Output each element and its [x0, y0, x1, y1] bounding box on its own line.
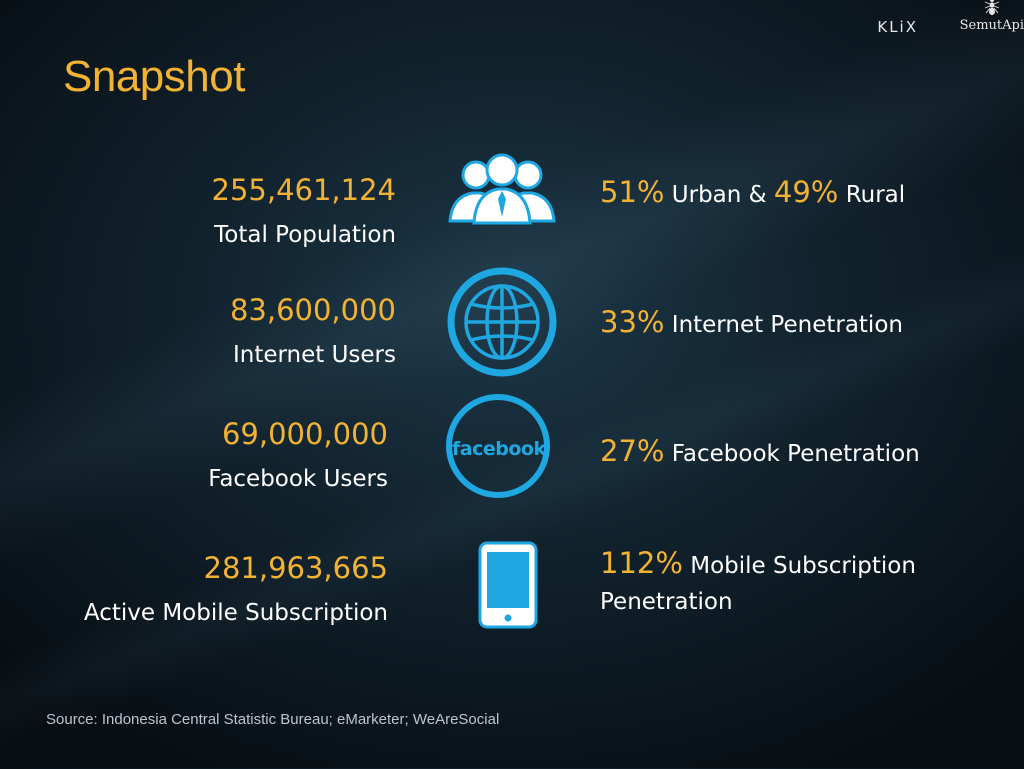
source-note: Source: Indonesia Central Statistic Bure… [46, 711, 500, 728]
facebook-percent: 27% [600, 434, 665, 468]
total-population-value: 255,461,124 [211, 173, 397, 207]
page-title: Snapshot [63, 52, 245, 101]
facebook-penetration-stat: 27% Facebook Penetration [600, 435, 920, 470]
globe-icon [447, 267, 557, 377]
klix-logo: KLiX [877, 18, 918, 36]
mobile-penetration-text-2: Penetration [600, 589, 733, 615]
rural-percent: 49% [773, 175, 839, 209]
internet-penetration-text: Internet Penetration [671, 312, 903, 338]
rural-text: Rural [845, 182, 906, 208]
facebook-icon: facebook [446, 394, 550, 498]
mobile-percent: 112% [600, 546, 683, 580]
ant-icon [984, 0, 1000, 16]
facebook-penetration-text: Facebook Penetration [671, 441, 920, 467]
mobile-penetration-text: Mobile Subscription [690, 553, 916, 579]
internet-users-label: Internet Users [232, 342, 396, 368]
urban-text: Urban & [671, 182, 767, 208]
urban-percent: 51% [600, 175, 665, 209]
internet-penetration-stat: 33% Internet Penetration [600, 306, 903, 341]
semutapi-logo: SemutApi [959, 18, 1024, 33]
mobile-subscription-label: Active Mobile Subscription [83, 600, 388, 626]
internet-users-value: 83,600,000 [229, 293, 396, 327]
mobile-subscription-value: 281,963,665 [203, 551, 389, 585]
internet-percent: 33% [600, 305, 665, 339]
total-population-label: Total Population [214, 222, 396, 248]
facebook-users-label: Facebook Users [208, 466, 388, 492]
mobile-penetration-stat: 112% Mobile Subscription [600, 547, 916, 582]
urban-rural-stat: 51% Urban & 49% Rural [600, 176, 905, 211]
people-icon [448, 153, 556, 225]
mobile-phone-icon [478, 541, 538, 629]
facebook-users-value: 69,000,000 [221, 417, 388, 451]
facebook-icon-text: facebook [452, 438, 546, 460]
